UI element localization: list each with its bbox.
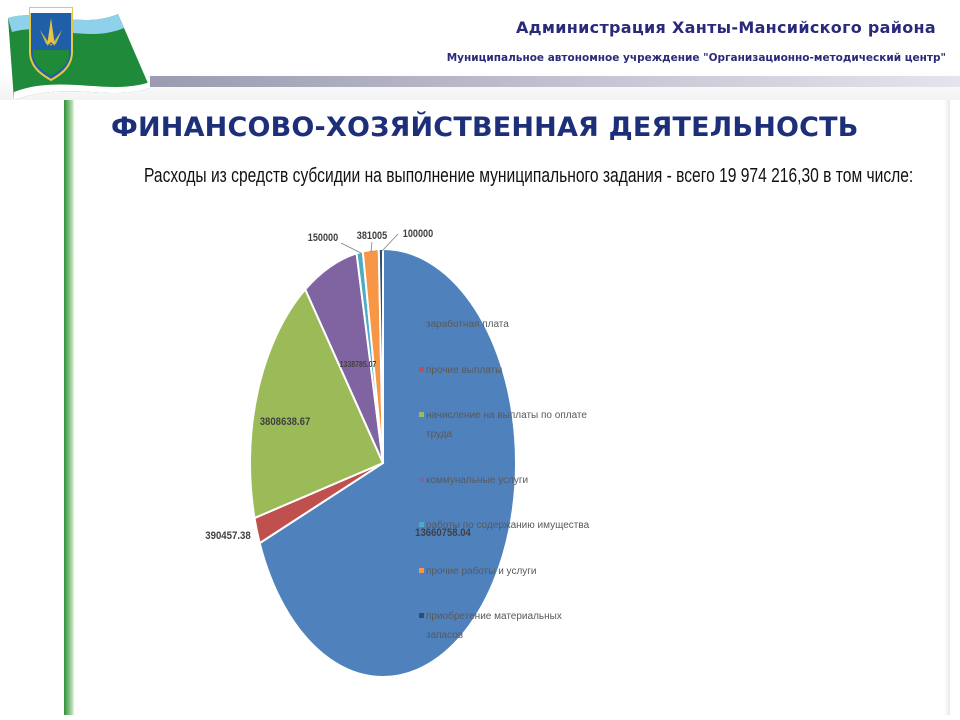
- left-accent-bar: [64, 100, 74, 715]
- legend-swatch-7: [419, 613, 424, 618]
- data-label-7: 100000: [403, 228, 433, 240]
- pie-slice-7: [377, 247, 384, 464]
- header-divider: [150, 76, 960, 87]
- legend-swatch-4: [419, 477, 424, 482]
- right-edge-shadow: [944, 100, 950, 715]
- legend-label-5: работы по содержанию имущества: [426, 519, 590, 531]
- pie-legend: заработная плата прочие выплаты начисление…: [419, 318, 590, 641]
- legend-swatch-3: [419, 412, 424, 417]
- pie-slice-1: [258, 247, 517, 678]
- data-label-4: 1338785.07: [340, 360, 377, 369]
- legend-label-3: начисление на выплаты по оплате труда: [426, 410, 587, 440]
- data-label-1: 13660758.04: [415, 527, 471, 539]
- legend-swatch-6: [419, 568, 424, 573]
- legend-swatch-5: [419, 522, 424, 527]
- leader-line-6: [370, 241, 373, 253]
- legend-label-7: приобретение материальных запасов: [426, 610, 562, 641]
- data-label-6: 381005: [357, 230, 387, 242]
- legend-label-1: заработная плата: [426, 318, 509, 330]
- district-emblem-logo: [8, 7, 150, 100]
- data-label-3: 3808638.67: [260, 416, 311, 428]
- pie-data-labels: 13660758.04 390457.38 3808638.67 1338785.07…: [205, 228, 471, 542]
- chart-caption: Расходы из средств субсидии на выполнени…: [144, 165, 914, 187]
- pie-slice-3: [249, 287, 385, 520]
- legend-label-6: прочие работы и услуги: [426, 565, 537, 577]
- coat-of-arms-icon: [29, 7, 73, 82]
- page-title: ФИНАНСОВО-ХОЗЯЙСТВЕННАЯ ДЕЯТЕЛЬНОСТЬ: [111, 112, 859, 143]
- legend-label-2: прочие выплаты: [426, 365, 502, 376]
- legend-swatch-1: [419, 321, 424, 326]
- leader-line-7: [381, 233, 399, 252]
- org-subtitle: Муниципальное автономное учреждение "Орг…: [446, 52, 946, 64]
- data-label-2: 390457.38: [205, 530, 251, 542]
- data-label-5: 150000: [308, 232, 338, 244]
- pie-leader-lines: [340, 233, 399, 254]
- leader-line-5: [340, 242, 362, 254]
- legend-swatch-2: [419, 367, 424, 372]
- legend-label-4: коммунальные услуги: [426, 475, 528, 486]
- pie-slices: [249, 247, 517, 678]
- org-title: Администрация Ханты-Мансийского района: [516, 18, 936, 37]
